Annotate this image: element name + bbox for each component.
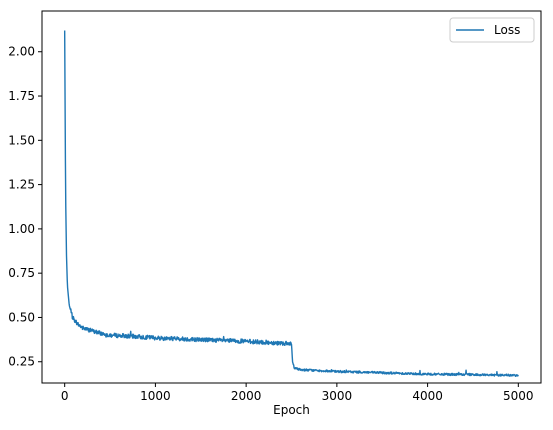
y-tick-label: 0.75 <box>8 266 35 280</box>
axes-frame <box>41 10 542 384</box>
y-tick-label: 0.25 <box>8 355 35 369</box>
x-tick-label: 5000 <box>503 389 534 403</box>
x-tick-label: 4000 <box>412 389 443 403</box>
x-tick-label: 1000 <box>140 389 171 403</box>
x-axis: 0 1000 2000 3000 4000 5000 <box>61 383 534 403</box>
x-tick-label: 3000 <box>322 389 353 403</box>
y-axis: 0.25 0.50 0.75 1.00 1.25 1.50 1.75 2.00 <box>8 45 42 369</box>
x-axis-label: Epoch <box>273 403 310 417</box>
x-tick-label: 0 <box>61 389 69 403</box>
y-tick-label: 1.75 <box>8 89 35 103</box>
y-tick-label: 1.25 <box>8 178 35 192</box>
loss-series-line <box>63 30 519 378</box>
legend: Loss <box>449 17 535 43</box>
series-layer <box>63 30 519 378</box>
y-tick-label: 1.00 <box>8 222 35 236</box>
x-tick-label: 2000 <box>231 389 262 403</box>
legend-label: Loss <box>494 23 520 37</box>
legend-box <box>449 17 535 43</box>
y-tick-label: 2.00 <box>8 45 35 59</box>
y-tick-label: 0.50 <box>8 310 35 324</box>
y-tick-label: 1.50 <box>8 133 35 147</box>
